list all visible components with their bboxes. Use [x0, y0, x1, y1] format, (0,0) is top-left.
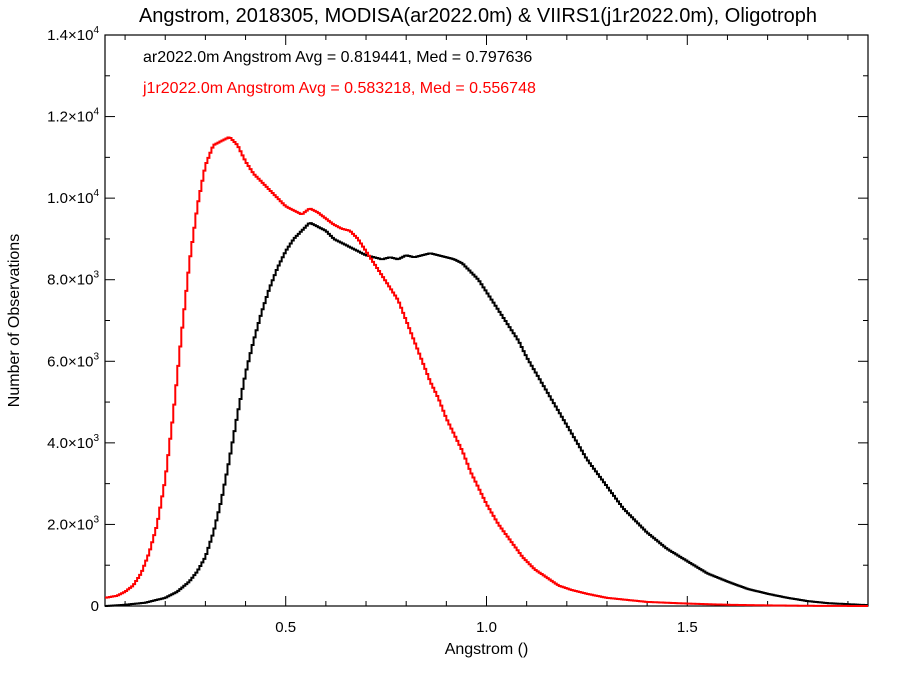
plot-area: 0.5 1.0 1.5 02.0×1034.0×1036.0×1038.0×1031…	[47, 25, 869, 636]
y-tick-mantissa: 8.0×10	[47, 272, 93, 289]
x-tick-label: 1.5	[677, 619, 698, 636]
y-tick-label: 4.0×103	[47, 433, 99, 452]
y-tick-label: 6.0×103	[47, 351, 99, 370]
y-tick-label: 1.4×104	[47, 25, 99, 44]
y-axis-label: Number of Observations	[6, 234, 23, 407]
y-tick-exponent: 4	[93, 188, 99, 199]
y-axis: 02.0×1034.0×1036.0×1038.0×1031.0×1041.2×…	[47, 25, 868, 615]
y-tick-exponent: 3	[93, 270, 99, 281]
y-tick-exponent: 4	[93, 25, 99, 36]
series-layer	[105, 136, 868, 607]
y-tick-mantissa: 1.4×10	[47, 27, 93, 44]
chart-title: Angstrom, 2018305, MODISA(ar2022.0m) & V…	[139, 5, 817, 27]
y-tick-mantissa: 0	[91, 598, 99, 615]
x-axis: 0.5 1.0 1.5	[124, 35, 849, 636]
y-tick-exponent: 3	[93, 514, 99, 525]
y-tick-label: 0	[91, 598, 99, 615]
y-tick-mantissa: 1.2×10	[47, 109, 93, 126]
x-tick-label: 1.0	[476, 619, 497, 636]
series-line-j1r2022.0m	[105, 136, 868, 607]
legend-entry-j1r2022.0m: j1r2022.0m Angstrom Avg = 0.583218, Med …	[142, 80, 536, 97]
x-tick-label: 0.5	[275, 619, 296, 636]
legend-entry-ar2022.0m: ar2022.0m Angstrom Avg = 0.819441, Med =…	[143, 49, 532, 66]
y-tick-label: 1.0×104	[47, 188, 99, 207]
y-tick-exponent: 3	[93, 351, 99, 362]
y-tick-mantissa: 2.0×10	[47, 516, 93, 533]
y-tick-label: 2.0×103	[47, 514, 99, 533]
legend: ar2022.0m Angstrom Avg = 0.819441, Med =…	[142, 49, 536, 97]
y-tick-mantissa: 1.0×10	[47, 190, 93, 207]
series-line-ar2022.0m	[105, 222, 868, 607]
y-tick-label: 8.0×103	[47, 270, 99, 289]
y-tick-label: 1.2×104	[47, 107, 99, 126]
y-tick-exponent: 3	[93, 433, 99, 444]
plot-frame	[104, 34, 869, 607]
y-tick-mantissa: 4.0×10	[47, 435, 93, 452]
y-tick-mantissa: 6.0×10	[47, 353, 93, 370]
x-axis-label: Angstrom ()	[445, 641, 529, 658]
y-tick-exponent: 4	[93, 107, 99, 118]
